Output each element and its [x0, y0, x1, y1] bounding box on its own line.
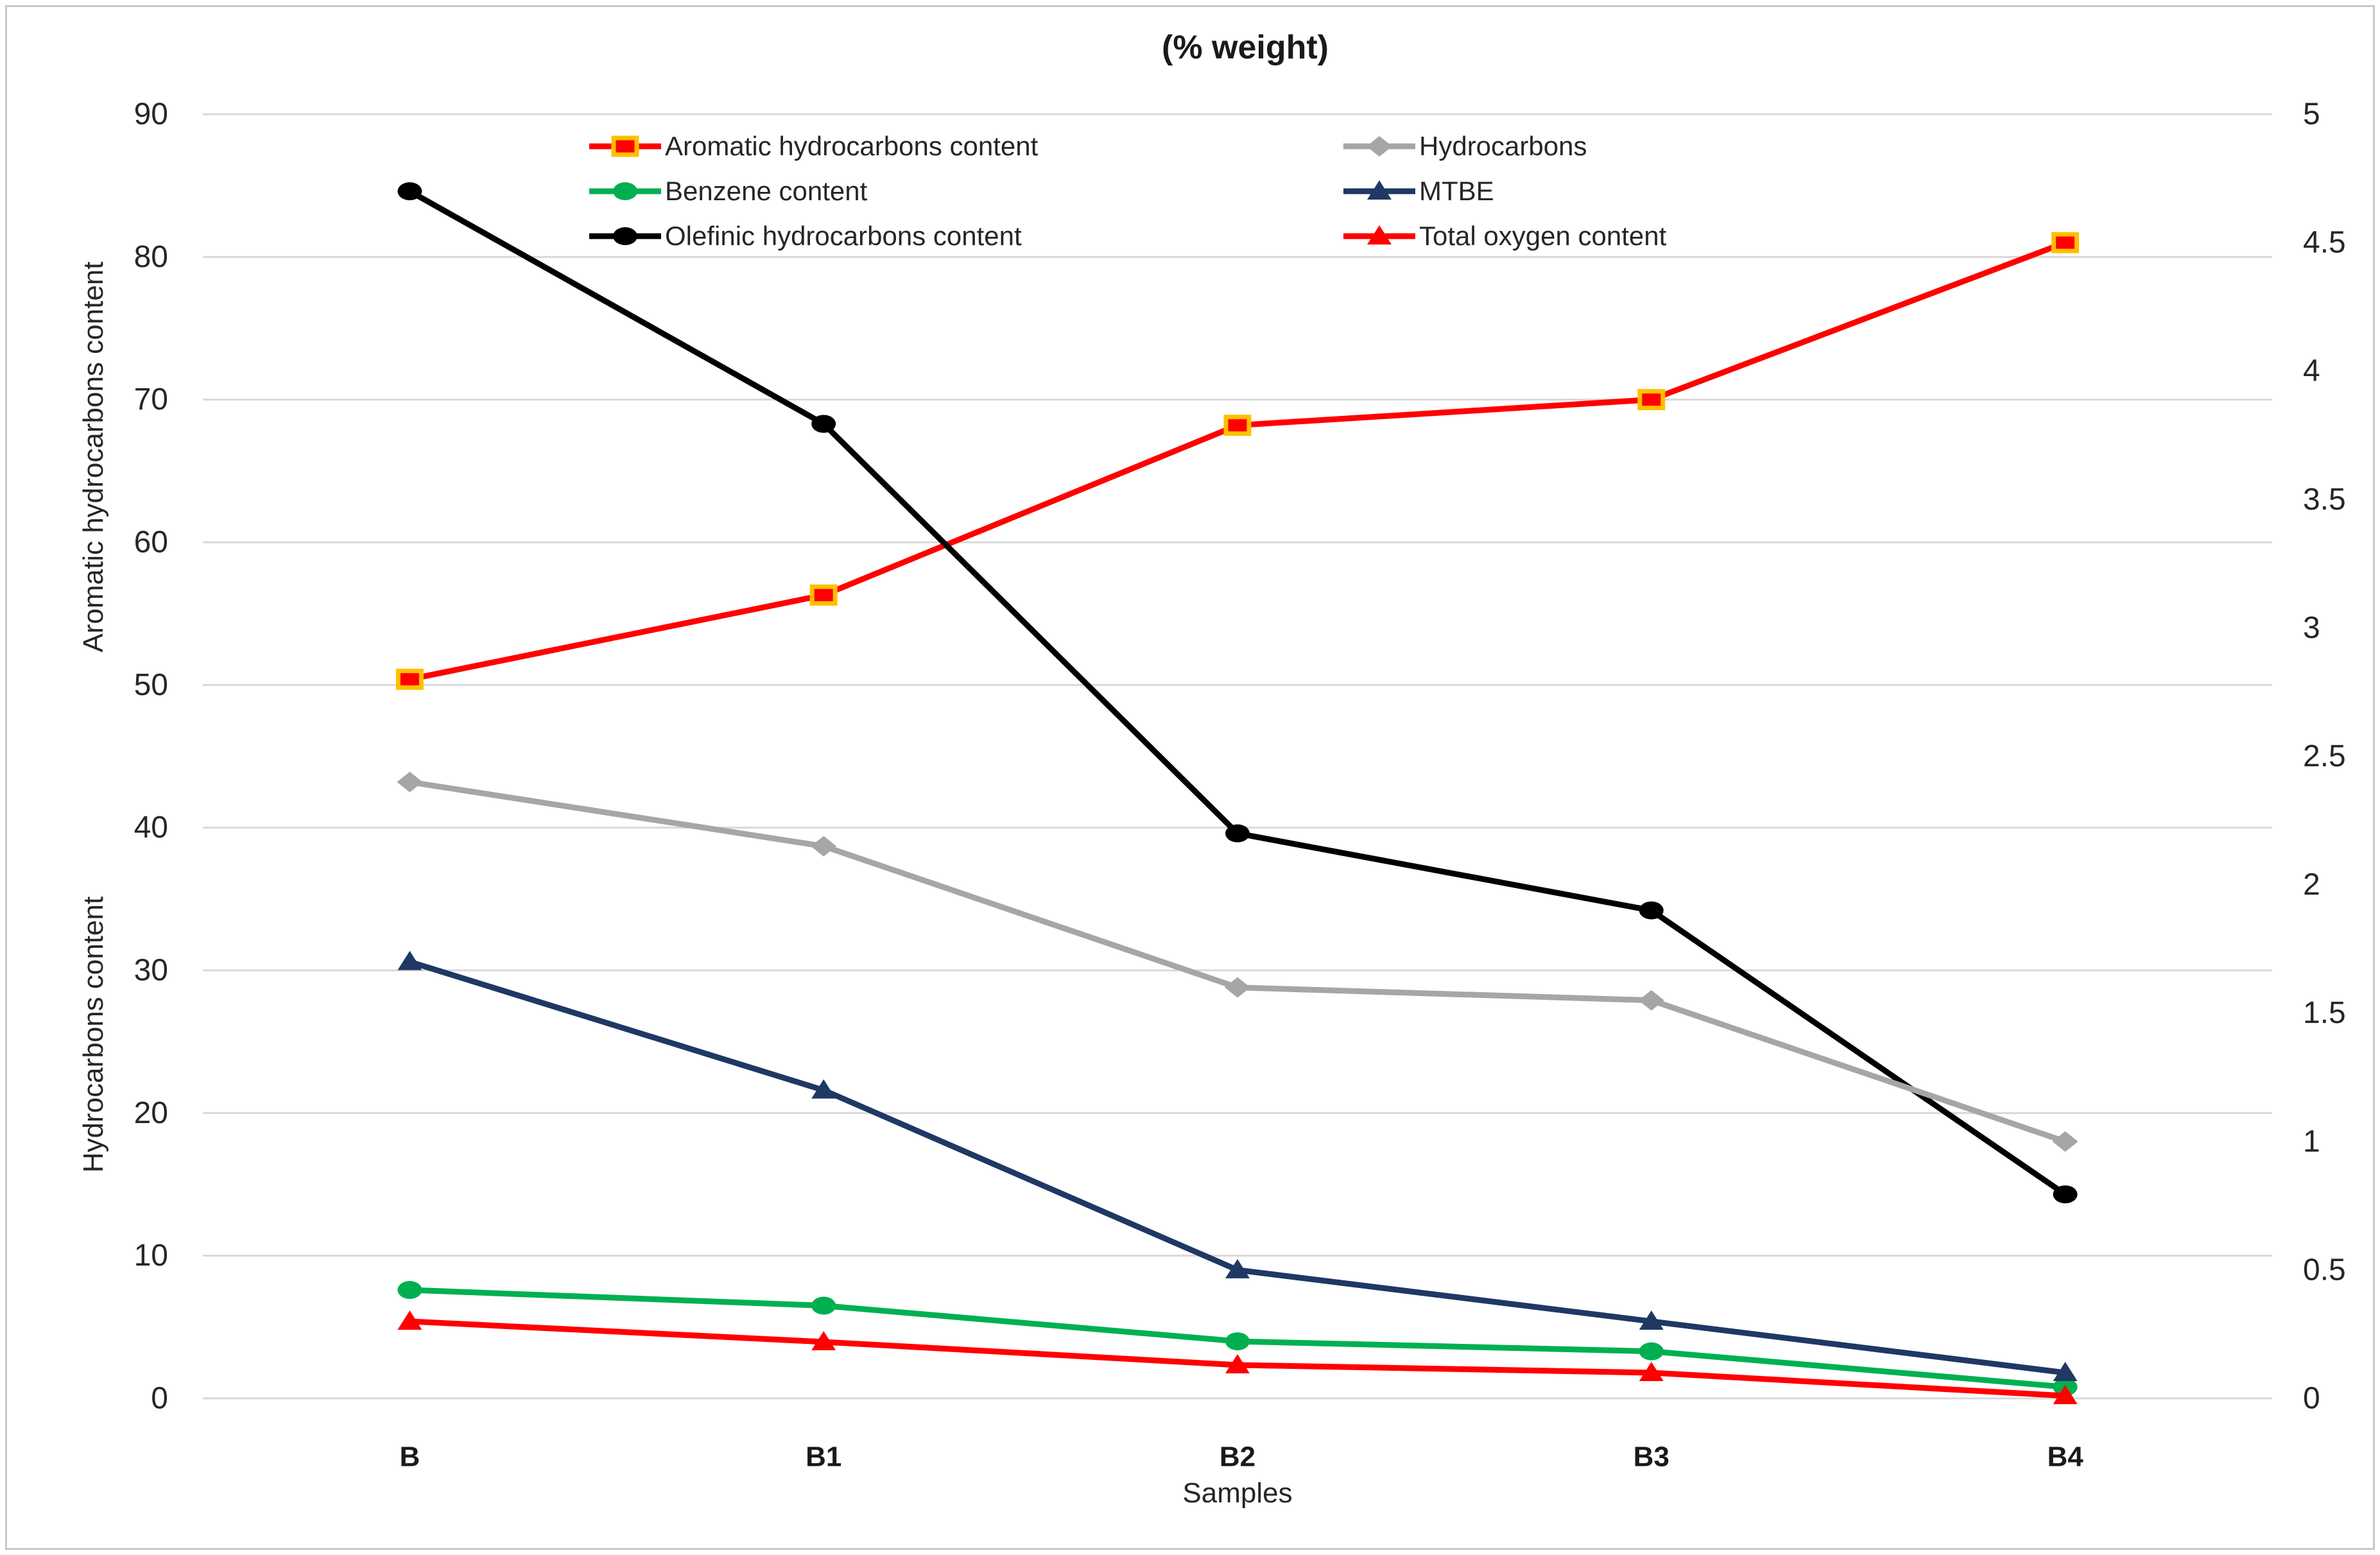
right-axis-tick-label: 2.5 [2303, 739, 2346, 773]
x-axis-tick-label: B [400, 1441, 420, 1473]
triangle-marker [1639, 1361, 1664, 1381]
series-line [406, 188, 2069, 1198]
triangle-marker [1367, 225, 1392, 245]
x-axis-tick-label: B2 [1220, 1441, 1255, 1473]
triangle-marker [397, 950, 422, 970]
diamond-marker [1225, 977, 1250, 998]
right-axis-tick-label: 3 [2303, 611, 2320, 645]
legend-label: Total oxygen content [1419, 221, 1667, 251]
diamond-marker [397, 771, 423, 793]
circle-legend-marker-icon [589, 227, 661, 245]
diamond-marker [1638, 990, 1664, 1011]
circle-marker [1225, 1332, 1250, 1351]
legend-item-mtbe: MTBE [1343, 176, 1494, 207]
left-axis-tick-label: 60 [134, 526, 168, 560]
triangle-marker [1225, 1353, 1250, 1373]
series-mtbe [397, 950, 2078, 1381]
series-hydrocarbons [397, 771, 2078, 1152]
left-axis-tick-label: 80 [134, 240, 168, 274]
triangle-marker [397, 1310, 422, 1330]
legend-item-benzene-content: Benzene content [589, 176, 867, 207]
square-marker [2051, 232, 2080, 253]
square-marker [611, 135, 639, 157]
x-axis-tick-label: B4 [2047, 1441, 2083, 1473]
square-marker [809, 584, 838, 606]
legend-label: Hydrocarbons [1419, 131, 1587, 161]
legend-label: MTBE [1419, 176, 1494, 206]
left-axis-tick-label: 90 [134, 98, 168, 132]
series-line [406, 239, 2069, 682]
triangle-marker [2053, 1384, 2078, 1404]
x-axis-tick-label: B1 [806, 1441, 841, 1473]
triangle-marker [2053, 1361, 2078, 1381]
legend-item-olefinic-hydrocarbons-content: Olefinic hydrocarbons content [589, 221, 1022, 252]
right-axis-tick-label: 1 [2303, 1124, 2320, 1158]
circle-marker [1639, 1342, 1664, 1361]
right-axis-tick-label: 0.5 [2303, 1253, 2346, 1287]
series-benzene-content [397, 1281, 2078, 1396]
triangle-marker [1367, 180, 1392, 200]
left-axis-tick-label: 20 [134, 1096, 168, 1130]
circle-marker [2053, 1185, 2078, 1204]
triangle-marker [811, 1330, 836, 1350]
series-aromatic-hydrocarbons-content [395, 232, 2080, 690]
left-axis-tick-label: 0 [151, 1382, 168, 1416]
series-olefinic-hydrocarbons-content [397, 182, 2078, 1204]
circle-marker [1639, 901, 1664, 920]
triangle-marker [811, 1079, 836, 1099]
legend-label: Olefinic hydrocarbons content [665, 221, 1022, 251]
legend-item-aromatic-hydrocarbons-content: Aromatic hydrocarbons content [589, 131, 1038, 162]
diamond-marker [1367, 136, 1392, 157]
left-axis-tick-label: 10 [134, 1239, 168, 1273]
circle-marker [397, 182, 422, 201]
triangle-marker [1225, 1259, 1250, 1278]
circle-marker [811, 1296, 836, 1315]
right-axis-tick-label: 4 [2303, 354, 2320, 388]
left-axis-tick-label: 70 [134, 382, 168, 417]
square-legend-marker-icon [589, 135, 661, 157]
right-axis-tick-label: 2 [2303, 868, 2320, 902]
diamond-legend-marker-icon [1343, 136, 1415, 157]
diamond-marker [2052, 1131, 2078, 1152]
legend-item-hydrocarbons: Hydrocarbons [1343, 131, 1587, 162]
legend-label: Benzene content [665, 176, 868, 206]
x-axis-tick-label: B3 [1634, 1441, 1669, 1473]
left-axis-tick-label: 30 [134, 954, 168, 988]
circle-marker [613, 227, 637, 245]
y-axis-label-left-bottom: Hydrocarbons content [78, 896, 109, 1173]
triangle-legend-marker-icon [1343, 225, 1415, 245]
square-marker [1637, 389, 1666, 411]
left-axis-tick-label: 40 [134, 811, 168, 845]
triangle-legend-marker-icon [1343, 180, 1415, 200]
y-axis-label-left-top: Aromatic hydrocarbons content [78, 261, 109, 653]
series-total-oxygen-content [397, 1310, 2078, 1404]
chart-title: (% weight) [1162, 29, 1329, 66]
right-axis-tick-label: 1.5 [2303, 996, 2346, 1030]
triangle-marker [1639, 1310, 1664, 1330]
square-marker [1223, 415, 1252, 436]
right-axis-tick-label: 0 [2303, 1382, 2320, 1416]
circle-legend-marker-icon [589, 182, 661, 200]
circle-marker [811, 415, 836, 433]
legend-item-total-oxygen-content: Total oxygen content [1343, 221, 1666, 252]
x-axis-title: Samples [1182, 1477, 1293, 1509]
diamond-marker [811, 836, 837, 857]
right-axis-tick-label: 3.5 [2303, 483, 2346, 517]
circle-marker [397, 1281, 422, 1300]
legend-label: Aromatic hydrocarbons content [665, 131, 1039, 161]
right-axis-tick-label: 4.5 [2303, 226, 2346, 260]
right-axis-tick-label: 5 [2303, 98, 2320, 132]
circle-marker [613, 182, 637, 200]
circle-marker [1225, 824, 1250, 843]
left-axis-tick-label: 50 [134, 668, 168, 702]
square-marker [395, 668, 424, 690]
